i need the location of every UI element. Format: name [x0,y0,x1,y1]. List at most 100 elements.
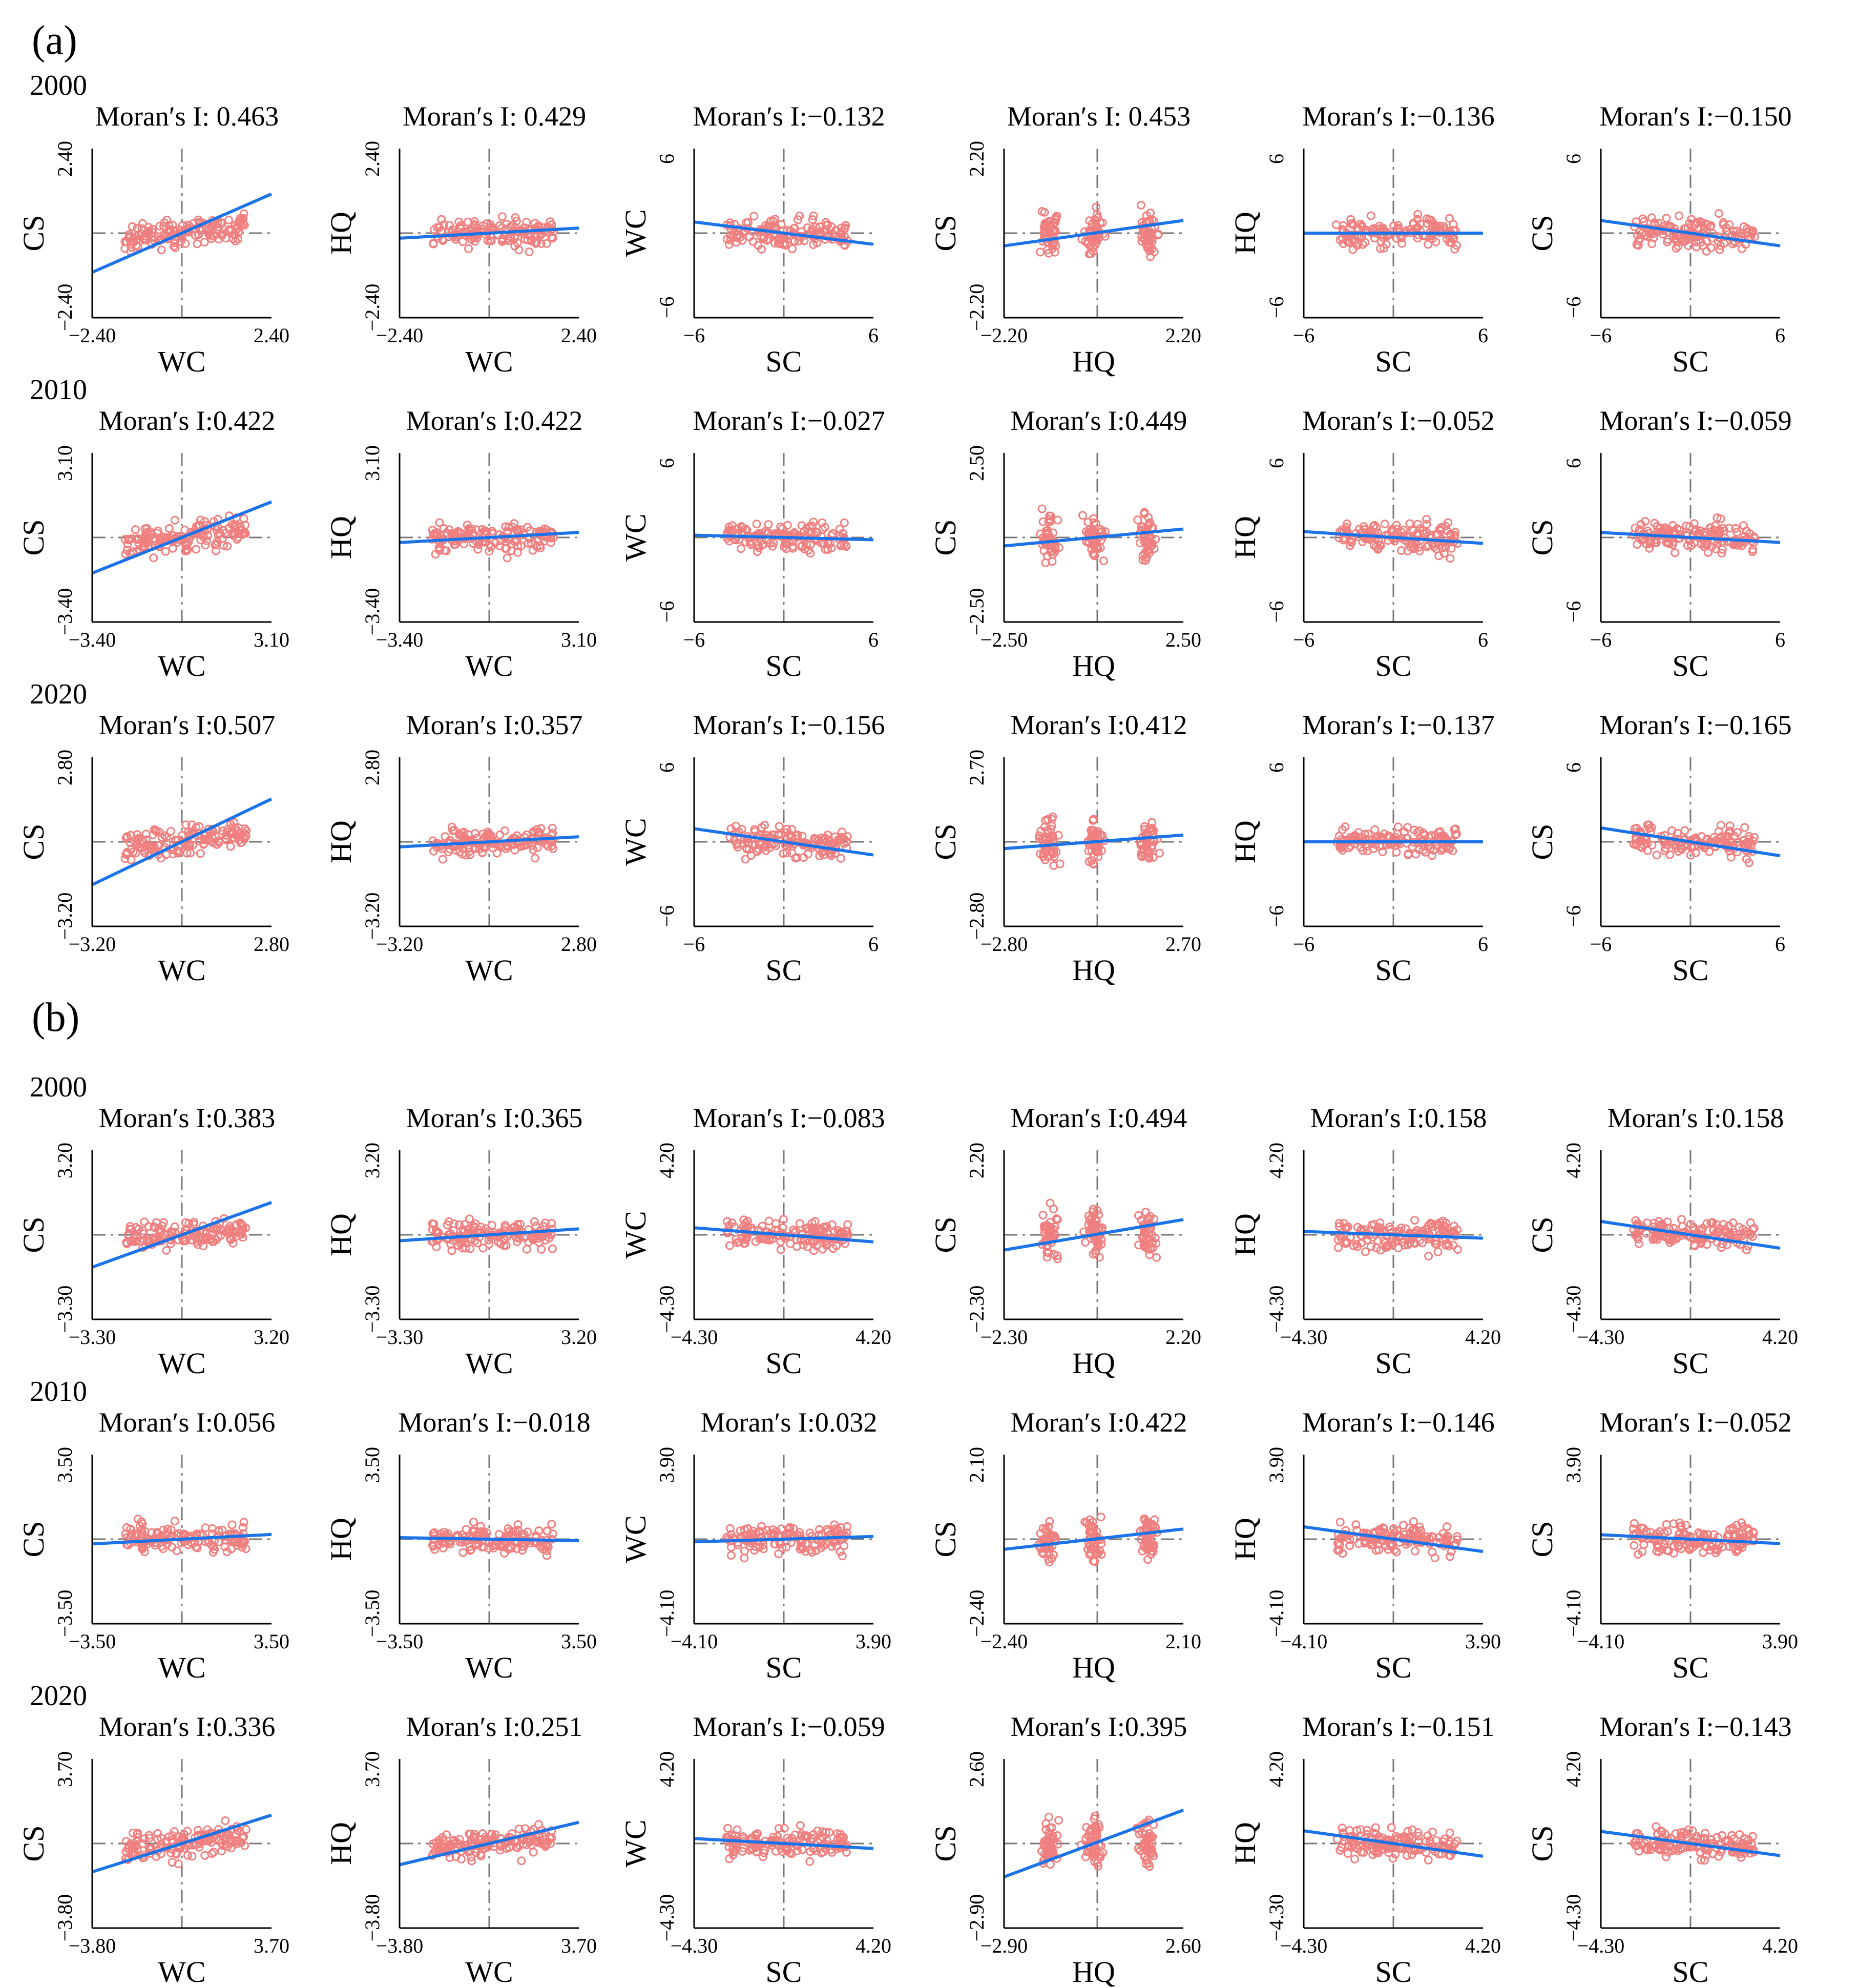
y-axis-label: CS [17,1826,50,1862]
data-point [1717,549,1726,557]
data-point [201,541,210,550]
data-point [438,855,447,864]
y-axis-label: CS [1526,1521,1559,1558]
data-point [1347,219,1355,229]
data-point [536,239,546,248]
x-axis-label: WC [465,1955,513,1988]
data-point [1097,846,1106,855]
data-point [1715,245,1724,254]
x-tick-max: 2.20 [1165,324,1201,347]
data-point [233,224,241,234]
regression-line [694,533,874,542]
data-point [200,517,210,526]
x-tick-min: −4.10 [671,1630,718,1653]
data-point [488,527,497,536]
x-tick-min: −2.40 [69,324,116,347]
data-point [1643,232,1653,241]
data-point [1341,822,1350,832]
data-point [836,541,845,550]
data-point [1429,846,1438,855]
x-tick-max: 6 [1478,628,1488,651]
data-point [196,515,205,525]
data-point [1450,244,1459,254]
data-point [1732,528,1741,537]
x-tick-max: 4.20 [1762,1326,1798,1349]
y-axis-label: CS [929,1217,962,1253]
data-point [1654,218,1663,227]
data-point [1650,519,1659,528]
data-point [151,844,160,854]
data-point [1667,826,1676,835]
data-point [1397,546,1406,555]
data-point [428,526,437,535]
data-point [1672,244,1681,253]
data-point [241,529,250,538]
data-point [161,547,170,556]
y-tick-max: 6 [1265,154,1288,164]
y-axis-label: CS [17,520,50,556]
data-point [122,848,131,858]
data-point [140,1217,149,1227]
data-point [1089,518,1098,527]
data-point [171,243,180,252]
data-point [529,1848,538,1857]
data-point [1720,239,1728,248]
y-axis-label: CS [929,1521,962,1558]
scatter-points [1332,210,1462,254]
plot-title: Moran′s I: 0.429 [403,101,586,132]
data-point [1376,541,1385,550]
x-tick-max: 6 [868,628,879,651]
data-point [479,843,488,852]
x-tick-max: 6 [1478,933,1488,956]
y-axis-label: HQ [324,212,358,255]
y-tick-min: −2.20 [965,284,988,332]
y-axis-label: HQ [324,820,358,863]
data-point [128,222,137,231]
data-point [742,218,751,227]
data-point [522,218,531,227]
data-point [477,525,487,534]
plot-title: Moran′s I:−0.146 [1302,1407,1494,1438]
data-point [1706,221,1716,230]
data-point [1376,244,1385,253]
regression-line [91,797,273,886]
data-point [1696,217,1705,226]
data-point [1422,515,1431,524]
data-point [1149,853,1158,862]
data-point [164,227,174,236]
data-point [212,540,221,549]
data-point [1085,216,1094,225]
data-point [431,550,440,559]
regression-line [1004,527,1184,548]
data-point [1392,521,1401,530]
data-point [1089,860,1098,869]
x-tick-max: 2.40 [254,324,289,347]
data-point [803,223,812,232]
data-point [196,226,205,235]
data-point [1713,513,1722,523]
data-point [1705,847,1714,856]
data-point [1343,237,1352,246]
data-point [435,545,444,554]
data-point [162,833,171,842]
data-point [1141,1208,1151,1217]
x-axis-label: SC [766,345,802,378]
y-axis-label: HQ [1228,516,1262,559]
x-tick-min: −2.40 [980,1630,1028,1653]
data-point [745,233,754,241]
data-point [1090,551,1099,561]
x-axis-label: SC [1673,649,1709,682]
data-point [1652,851,1661,860]
x-axis-label: WC [465,1347,513,1380]
scatter-points [1332,822,1461,860]
data-point [503,553,512,563]
y-tick-min: −2.80 [965,893,988,940]
data-point [485,540,494,549]
data-point [726,1551,736,1560]
data-point [1423,542,1432,551]
regression-line [694,827,874,857]
